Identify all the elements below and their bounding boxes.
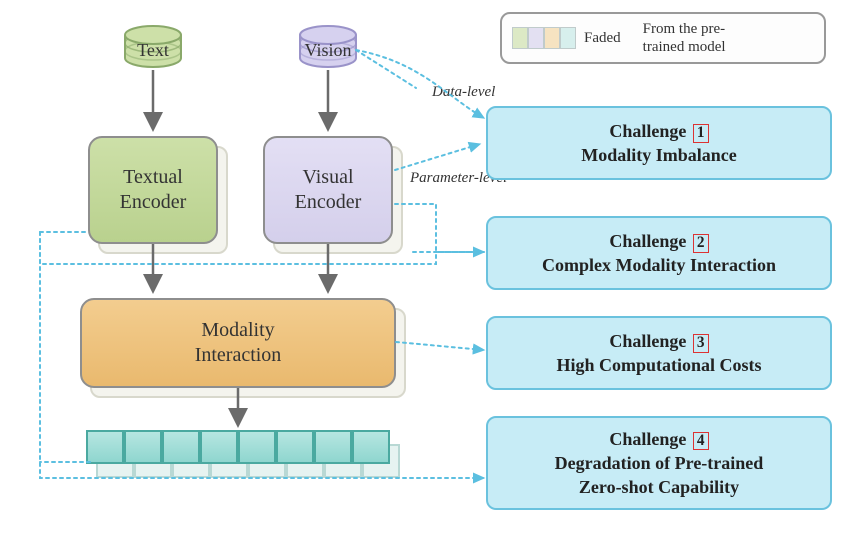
visual-encoder-box: Visual Encoder <box>263 136 393 244</box>
dotted-arrows <box>40 50 484 478</box>
legend-swatches <box>512 27 576 49</box>
challenge-line: Degradation of Pre-trained <box>555 451 764 475</box>
challenge-line: Modality Imbalance <box>581 143 737 167</box>
textual-encoder-l2: Encoder <box>120 190 187 215</box>
challenge-title: Challenge 4 <box>609 427 708 451</box>
challenge-box-1: Challenge 1Modality Imbalance <box>486 106 832 180</box>
visual-encoder-l2: Encoder <box>295 190 362 215</box>
challenge-box-4: Challenge 4Degradation of Pre-trainedZer… <box>486 416 832 510</box>
diagram-stage: { "canvas": { "w": 846, "h": 539 }, "col… <box>0 0 846 539</box>
output-strip <box>86 430 390 464</box>
legend-box: Faded From the pre- trained model <box>500 12 826 64</box>
modality-interaction-l2: Interaction <box>195 343 282 368</box>
challenge-title: Challenge 2 <box>609 229 708 253</box>
visual-encoder-l1: Visual <box>302 165 353 190</box>
challenge-line: Zero-shot Capability <box>579 475 739 499</box>
legend-faded-label: Faded <box>584 29 621 47</box>
challenge-line: Complex Modality Interaction <box>542 253 776 277</box>
modality-interaction-l1: Modality <box>201 318 274 343</box>
challenge-title: Challenge 1 <box>609 119 708 143</box>
legend-caption-l2: trained model <box>643 39 726 55</box>
legend-caption-l1: From the pre- <box>643 21 725 37</box>
vision-cylinder-label: Vision <box>298 40 358 61</box>
challenge-box-3: Challenge 3High Computational Costs <box>486 316 832 390</box>
textual-encoder-box: Textual Encoder <box>88 136 218 244</box>
annotation-data-level: Data-level <box>432 84 495 101</box>
challenge-title: Challenge 3 <box>609 329 708 353</box>
text-cylinder-label: Text <box>123 40 183 61</box>
challenge-line: High Computational Costs <box>556 353 761 377</box>
textual-encoder-l1: Textual <box>123 165 183 190</box>
legend-caption: From the pre- trained model <box>643 20 726 56</box>
challenge-box-2: Challenge 2Complex Modality Interaction <box>486 216 832 290</box>
modality-interaction-box: Modality Interaction <box>80 298 396 388</box>
